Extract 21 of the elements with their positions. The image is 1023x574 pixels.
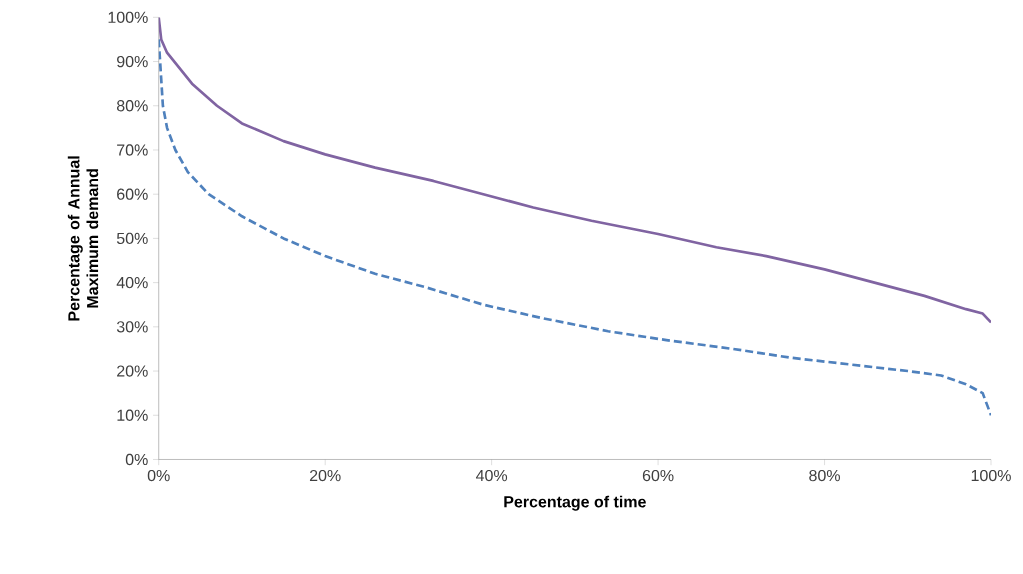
x-tick-label: 0% bbox=[147, 470, 170, 482]
x-tick-label: 20% bbox=[309, 470, 341, 482]
x-tick-label: 80% bbox=[809, 470, 840, 482]
x-axis-title: Percentage of time bbox=[504, 495, 646, 511]
y-tick-label: 10% bbox=[117, 409, 148, 422]
y-tick-label: 100% bbox=[108, 11, 148, 24]
x-tick-label: 100% bbox=[971, 470, 1011, 482]
x-tick-label: 40% bbox=[475, 470, 508, 482]
y-tick-label: 20% bbox=[117, 365, 148, 377]
y-tick-label: 60% bbox=[117, 188, 148, 201]
y-tick-label: 80% bbox=[116, 100, 148, 112]
y-tick-label: 0% bbox=[125, 454, 148, 466]
y-tick-label: 50% bbox=[116, 232, 148, 245]
y-tick-label: 70% bbox=[117, 144, 148, 156]
line-series bbox=[158, 17, 991, 324]
line-series bbox=[158, 38, 991, 417]
y-tick-label: 30% bbox=[116, 321, 148, 333]
y-tick-label: 90% bbox=[117, 56, 148, 68]
y-tick-label: 40% bbox=[116, 277, 148, 289]
x-tick-label: 60% bbox=[642, 470, 674, 482]
y-axis-title: Percentage of Annual Maximum demand bbox=[67, 156, 99, 321]
